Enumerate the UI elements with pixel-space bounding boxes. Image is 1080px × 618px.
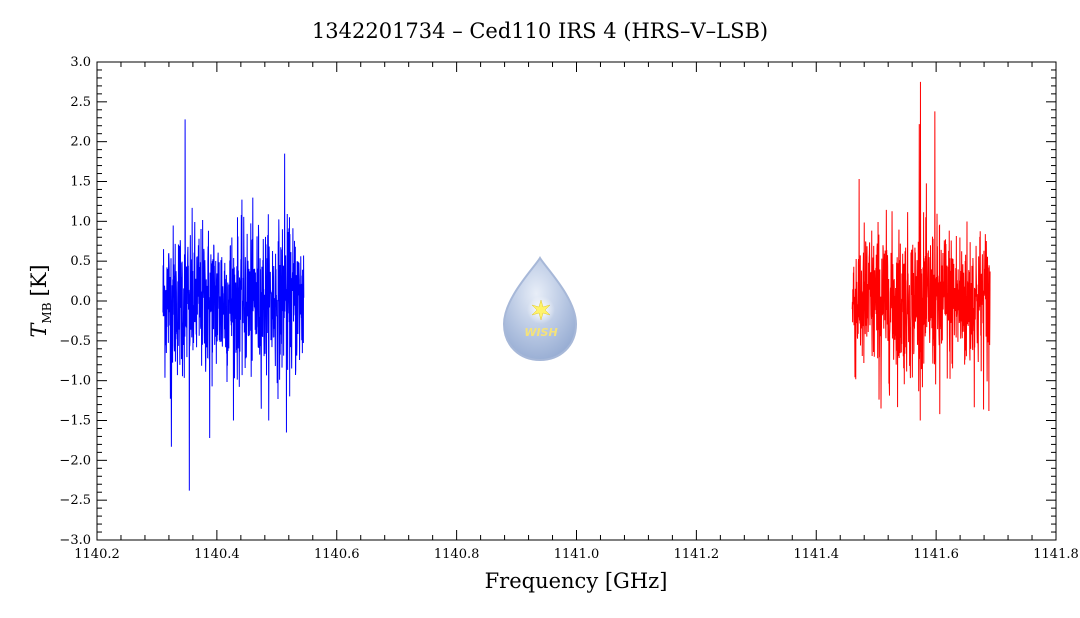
y-tick-label: −2.0 xyxy=(59,453,91,468)
y-tick-label: −3.0 xyxy=(59,533,91,548)
y-tick-label: 1.0 xyxy=(70,214,91,229)
x-tick-label: 1141.8 xyxy=(1033,547,1079,562)
y-tick-label: −0.5 xyxy=(59,334,91,349)
y-axis-label-unit: [K] xyxy=(27,264,51,296)
y-tick-label: 0.5 xyxy=(70,254,91,269)
x-tick-label: 1140.8 xyxy=(434,547,480,562)
x-tick-label: 1141.4 xyxy=(794,547,840,562)
x-tick-label: 1141.6 xyxy=(913,547,959,562)
plot-area: 1140.2 1140.4 1140.6 1140.8 1141.0 1141.2 1141… xyxy=(59,55,1078,562)
series-layer xyxy=(162,81,991,491)
y-axis-label: TMB [K] xyxy=(27,264,54,337)
star-icon xyxy=(531,299,551,321)
y-axis-label-main: T xyxy=(27,322,51,338)
x-axis-label: Frequency [GHz] xyxy=(485,569,668,593)
y-tick-label: 1.5 xyxy=(70,175,91,190)
y-tick-label: 2.0 xyxy=(70,135,91,150)
y-tick-label: −2.5 xyxy=(59,493,91,508)
x-tick-label: 1141.2 xyxy=(674,547,720,562)
x-tick-label: 1140.6 xyxy=(314,547,360,562)
logo-text: WISH xyxy=(524,326,557,339)
y-tick-label: −1.0 xyxy=(59,374,91,389)
ticks-layer: 1140.2 1140.4 1140.6 1140.8 1141.0 1141.2 1141… xyxy=(59,55,1078,562)
y-tick-label: 2.5 xyxy=(70,95,91,110)
spectrum-line-blue xyxy=(162,119,305,491)
spectrum-line-red xyxy=(851,81,991,421)
chart-title: 1342201734 – Ced110 IRS 4 (HRS–V–LSB) xyxy=(312,19,768,43)
x-tick-label: 1141.0 xyxy=(554,547,600,562)
wish-logo: WISH xyxy=(502,256,578,362)
y-tick-label: 3.0 xyxy=(70,55,91,70)
svg-text:TMB[K]: TMB [K] xyxy=(27,264,54,337)
y-axis-label-sub: MB xyxy=(40,302,54,323)
x-tick-label: 1140.2 xyxy=(74,547,120,562)
y-tick-label: 0.0 xyxy=(70,294,91,309)
y-tick-label: −1.5 xyxy=(59,414,91,429)
x-tick-label: 1140.4 xyxy=(194,547,240,562)
